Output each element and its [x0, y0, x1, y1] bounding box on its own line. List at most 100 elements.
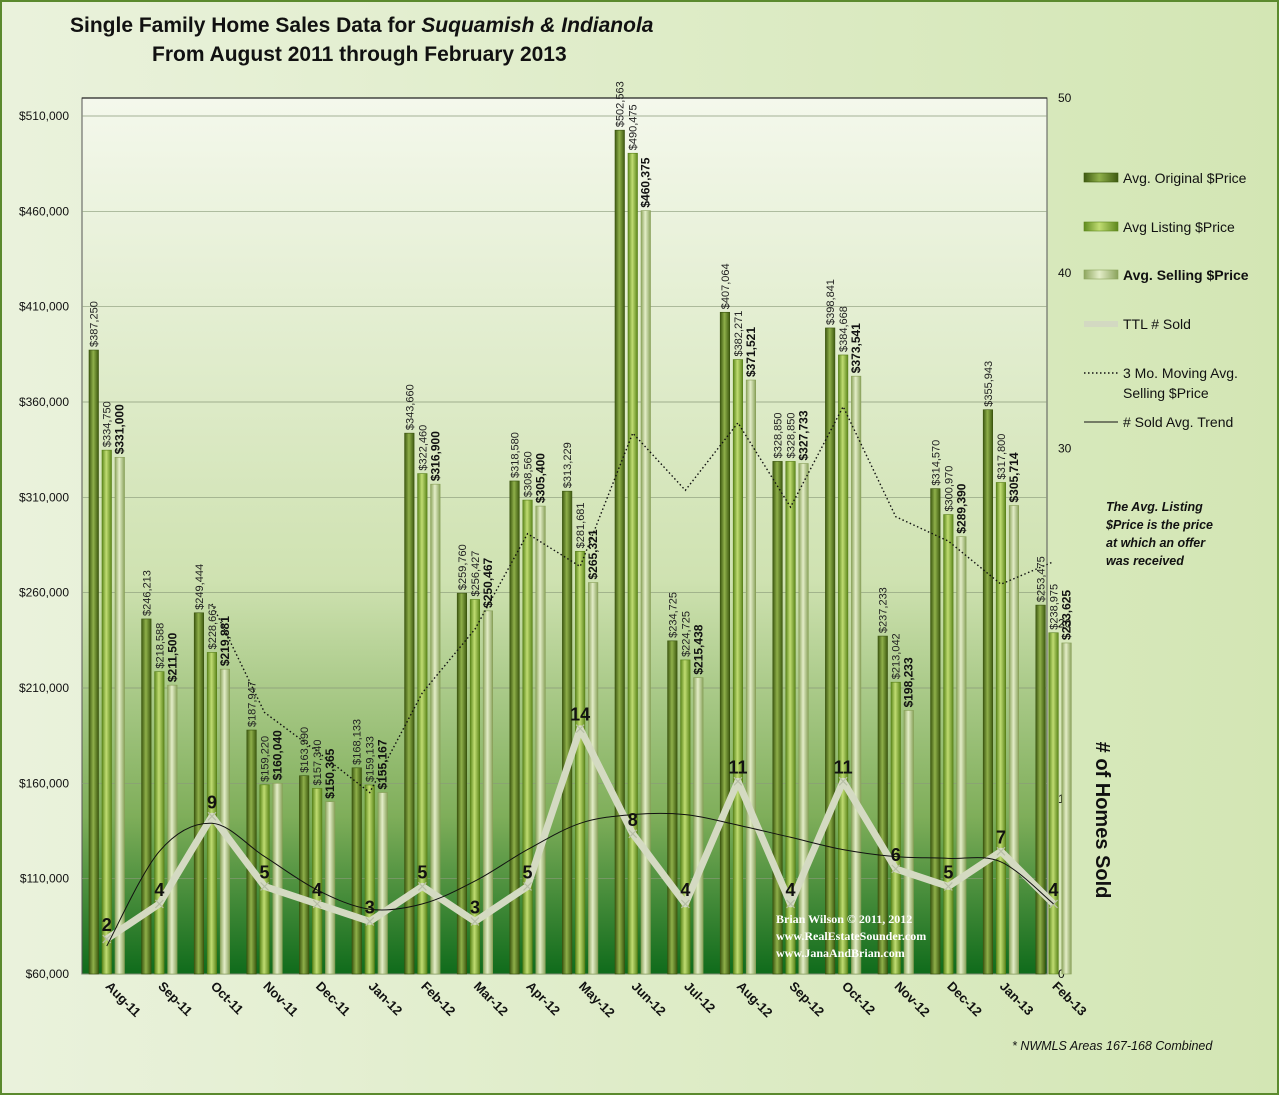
note-line1: The Avg. Listing: [1106, 500, 1203, 514]
bar-sell: [798, 463, 809, 975]
ttl-sold-marker: [312, 899, 322, 909]
y-tick-label: $210,000: [19, 681, 69, 695]
bar-sell: [325, 801, 336, 975]
ttl-sold-marker: [628, 829, 638, 839]
sold-count-label: 14: [570, 705, 590, 725]
sold-count-label: 2: [102, 915, 112, 935]
y2-tick-label: 20: [1058, 617, 1072, 631]
bar-value-label-list: $384,668: [838, 306, 850, 352]
bar-value-label-orig: $398,841: [825, 279, 837, 325]
legend-label-list: Avg Listing $Price: [1123, 219, 1235, 235]
bar-value-label-orig: $187,947: [247, 681, 259, 727]
bar-orig: [246, 729, 257, 975]
ttl-sold-marker: [417, 881, 427, 891]
legend-label-orig: Avg. Original $Price: [1123, 170, 1247, 186]
bar-value-label-orig: $387,250: [89, 301, 101, 347]
bar-sell: [1061, 642, 1072, 975]
x-tick-label: Sep-11: [155, 979, 195, 1019]
bar-value-label-list: $322,460: [417, 425, 429, 471]
bar-labels: $387,250 $334,750 $331,000 $246,213$218,588…: [89, 81, 1074, 798]
y2-tick-label: 50: [1058, 91, 1072, 105]
bar-list: [522, 499, 533, 975]
credit-block: Brian Wilson © 2011, 2012 www.RealEstate…: [776, 912, 926, 960]
bar-orig: [667, 640, 678, 975]
bar-list: [943, 514, 954, 975]
sold-count-label: 11: [728, 757, 747, 777]
bar-value-label-sell: $265,321: [586, 529, 600, 579]
bar-value-label-list: $328,850: [786, 413, 798, 459]
x-tick-label: Dec-11: [313, 979, 353, 1019]
bar-value-label-orig: $237,233: [878, 587, 890, 633]
bar-value-label-orig: $246,213: [141, 570, 153, 616]
sold-count-label: 6: [891, 845, 901, 865]
bar-value-label-sell: $160,040: [271, 730, 285, 780]
legend-label-ma-line2: Selling $Price: [1123, 385, 1209, 401]
chart-title-line2: From August 2011 through February 2013: [152, 43, 567, 66]
legend-swatch-orig: [1083, 172, 1119, 183]
y2-tick-label: 30: [1058, 441, 1072, 455]
bar-list: [575, 551, 586, 975]
sold-count-label: 4: [312, 880, 322, 900]
title-prefix: Single Family Home Sales Data for: [70, 14, 421, 37]
bar-list: [469, 599, 481, 975]
sold-count-label: 3: [470, 897, 480, 917]
bar-list: [995, 482, 1007, 975]
bar-sell: [745, 379, 757, 975]
ttl-sold-marker: [365, 917, 375, 926]
bar-list: [312, 788, 323, 975]
bar-value-label-list: $382,271: [733, 311, 745, 357]
x-tick-label: Sep-12: [786, 979, 827, 1020]
bar-value-label-orig: $343,660: [404, 384, 416, 430]
bar-value-label-sell: $233,625: [1060, 590, 1074, 640]
credit-line1: Brian Wilson © 2011, 2012: [776, 912, 912, 926]
bar-list: [732, 359, 744, 975]
bar-value-label-sell: $289,390: [954, 483, 968, 533]
bar-value-label-sell: $331,000: [113, 404, 127, 454]
sold-count-label: 5: [943, 862, 953, 882]
ttl-sold-marker: [260, 881, 269, 891]
x-tick-label: Oct-12: [839, 979, 878, 1018]
bar-value-label-list: $218,588: [154, 623, 166, 669]
bar-list: [417, 473, 428, 975]
bar-sell: [693, 677, 704, 975]
bar-list: [890, 681, 901, 975]
note-line4: was received: [1106, 554, 1184, 568]
y-tick-label: $310,000: [19, 490, 69, 504]
x-tick-label: Feb-12: [418, 979, 458, 1019]
y-tick-label: $410,000: [19, 300, 69, 314]
note-line3: at which an offer: [1106, 536, 1206, 550]
credit-line2: www.RealEstateSounder.com: [776, 929, 926, 943]
bar-value-label-orig: $249,444: [194, 564, 206, 610]
ttl-sold-marker: [575, 724, 585, 734]
bar-value-label-sell: $371,521: [744, 327, 758, 377]
bar-orig: [614, 129, 625, 975]
bar-sell: [219, 668, 230, 975]
bar-list: [627, 152, 638, 975]
sold-count-label: 11: [834, 757, 853, 777]
bar-orig: [193, 612, 204, 975]
bar-value-label-list: $300,970: [943, 466, 955, 512]
sold-count-label: 3: [365, 897, 375, 917]
x-tick-label: Jan-13: [997, 979, 1037, 1019]
x-tick-label: Nov-11: [260, 979, 301, 1020]
note-line2: $Price is the price: [1105, 518, 1213, 532]
x-tick-label: Nov-12: [892, 979, 933, 1020]
bar-value-label-list: $213,042: [891, 633, 903, 679]
bar-orig: [772, 461, 783, 975]
y-tick-label: $160,000: [19, 776, 69, 790]
y-tick-label: $60,000: [26, 967, 70, 981]
bar-orig: [562, 490, 573, 975]
bar-sell: [535, 505, 546, 975]
bar-value-label-list: $238,975: [1049, 584, 1061, 630]
bar-sell: [272, 782, 283, 975]
legend-swatch-list: [1083, 221, 1119, 232]
y-tick-label: $510,000: [19, 109, 69, 123]
bar-value-label-orig: $407,064: [720, 263, 732, 309]
sold-count-label: 9: [207, 792, 217, 812]
bar-list: [101, 449, 112, 975]
bar-sell: [430, 483, 441, 975]
bar-value-label-list: $224,725: [680, 611, 692, 657]
bar-value-label-orig: $328,850: [773, 413, 785, 459]
legend: Avg. Original $Price Avg Listing $Price …: [1083, 170, 1249, 430]
credit-line3: www.JanaAndBrian.com: [776, 946, 905, 960]
